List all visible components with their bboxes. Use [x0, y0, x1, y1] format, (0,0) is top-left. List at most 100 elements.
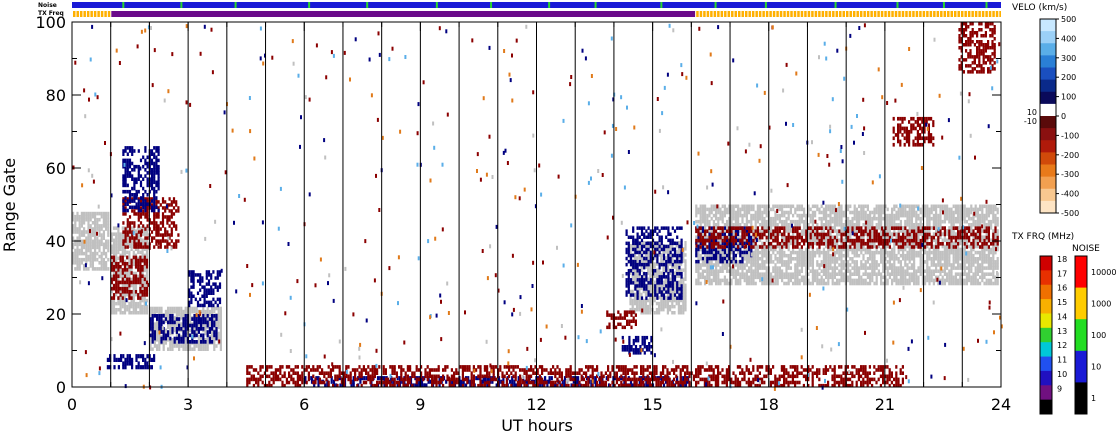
scatter-cell [952, 260, 955, 264]
scatter-cell [884, 250, 887, 255]
scatter-cell [888, 275, 891, 280]
scatter-cell [970, 278, 973, 283]
scatter-cell [96, 257, 99, 262]
scatter-cell [202, 347, 205, 351]
scatter-cell [144, 245, 147, 249]
scatter-cell [170, 221, 173, 225]
scatter-cell [712, 213, 715, 218]
scatter-cell [91, 245, 94, 250]
scatter-cell [135, 180, 138, 185]
scatter-cell [126, 292, 129, 297]
scatter-cell [94, 214, 97, 219]
scatter-cell [992, 207, 995, 212]
scatter-cell [669, 307, 672, 312]
scatter-cell [979, 253, 982, 258]
scatter-cell [737, 241, 740, 246]
scatter-cell [952, 250, 955, 255]
scatter-cell [117, 283, 120, 288]
scatter-cell [741, 253, 744, 258]
scatter-cell [710, 216, 713, 221]
scatter-cell [172, 242, 176, 246]
scatter-cell [151, 333, 154, 338]
scatter-cell [752, 272, 755, 276]
scatter-cell [139, 235, 142, 239]
scatter-cell [704, 210, 707, 215]
scatter-cell [110, 259, 113, 264]
scatter-cell [151, 327, 154, 331]
scatter-cell [124, 183, 127, 188]
scatter-cell [893, 260, 896, 264]
scatter-cell [877, 207, 880, 212]
scatter-cell [976, 266, 979, 270]
scatter-cell [98, 233, 101, 237]
scatter-cell [831, 219, 834, 224]
scatter-cell [155, 168, 158, 172]
scatter-cell [658, 247, 661, 251]
scatter-cell [117, 247, 120, 251]
scatter-cell [126, 245, 129, 249]
scatter-cell [941, 204, 944, 209]
scatter-cell [139, 233, 143, 237]
scatter-cell [78, 227, 81, 231]
scatter-cell [638, 289, 641, 294]
scatter-cell [866, 229, 869, 233]
scatter-cell [794, 223, 797, 227]
scatter-cell [719, 216, 722, 221]
scatter-cell [684, 274, 687, 278]
scatter-cell [158, 338, 161, 342]
scatter-cell [963, 210, 966, 215]
scatter-cell [151, 320, 154, 325]
scatter-cell [80, 242, 83, 247]
scatter-cell [119, 295, 122, 300]
scatter-cell [891, 269, 894, 273]
scatter-cell [178, 344, 181, 348]
scatter-cell [119, 232, 122, 236]
scatter-cell [880, 257, 883, 261]
scatter-cell [774, 216, 777, 221]
scatter-cell [141, 241, 144, 245]
scatter-cell [119, 280, 122, 285]
txfreq-hatch [764, 11, 766, 17]
scatter-cell [119, 247, 122, 251]
scatter-cell [946, 250, 949, 255]
scatter-cell [897, 210, 900, 215]
scatter-cell [169, 306, 172, 311]
scatter-cell [987, 204, 990, 209]
scatter-cell [146, 180, 149, 185]
scatter-cell [954, 247, 957, 252]
scatter-cell [754, 263, 757, 267]
scatter-cell [149, 306, 152, 311]
scatter-cell [133, 183, 136, 188]
scatter-cell [873, 257, 876, 261]
scatter-cell [96, 224, 99, 228]
scatter-cell [789, 260, 792, 264]
scatter-cell [877, 204, 880, 209]
scatter-cell [946, 232, 949, 236]
scatter-cell [910, 241, 913, 246]
scatter-cell [990, 272, 993, 276]
scatter-cell [730, 219, 733, 224]
scatter-cell [166, 218, 169, 222]
scatter-cell [968, 216, 971, 221]
scatter-cell [206, 306, 209, 311]
scatter-cell [756, 272, 759, 276]
scatter-cell [171, 306, 174, 311]
scatter-cell [840, 210, 843, 215]
scatter-cell [895, 213, 898, 218]
scatter-cell [143, 247, 146, 251]
scatter-cell [126, 199, 129, 203]
scatter-cell [87, 257, 90, 262]
scatter-cell [128, 286, 131, 291]
scatter-cell [76, 242, 79, 247]
scatter-cell [126, 221, 129, 225]
scatter-cell [981, 257, 984, 261]
scatter-cell [673, 289, 676, 294]
txfreq-segment [110, 11, 696, 17]
scatter-cell [963, 207, 966, 212]
scatter-cell [684, 307, 687, 312]
scatter-cell [164, 341, 167, 345]
scatter-cell [886, 269, 889, 273]
scatter-cell [123, 301, 127, 306]
scatter-cell [177, 209, 180, 213]
scatter-cell [133, 149, 136, 153]
